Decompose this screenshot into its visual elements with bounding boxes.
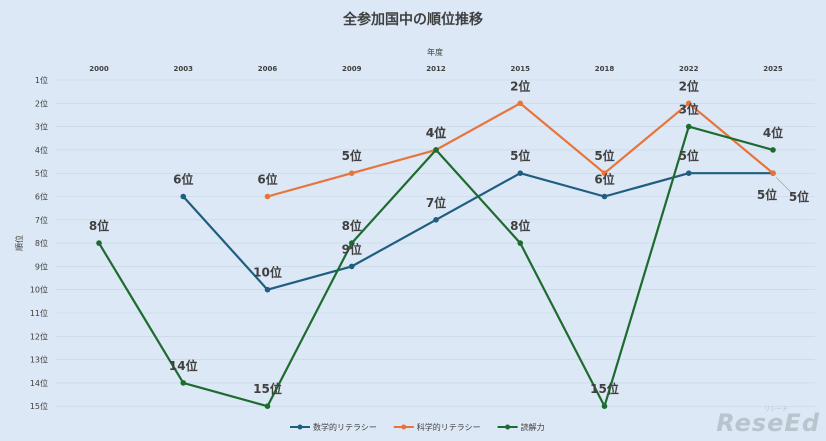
data-point <box>180 380 187 386</box>
data-label: 8位 <box>510 218 530 233</box>
data-point <box>517 240 524 246</box>
legend-marker <box>505 424 511 430</box>
data-point <box>348 170 355 176</box>
logo-subtext: リシード <box>763 406 788 413</box>
data-label: 9位 <box>342 241 362 256</box>
x-tick-label: 2000 <box>89 65 109 73</box>
legend-label: 読解力 <box>521 422 545 432</box>
y-tick-label: 4位 <box>35 145 48 155</box>
data-label: 15位 <box>253 381 282 396</box>
y-tick-label: 13位 <box>30 355 48 365</box>
data-label: 4位 <box>426 125 446 140</box>
y-tick-label: 10位 <box>30 285 48 295</box>
y-tick-label: 6位 <box>35 192 48 202</box>
data-point <box>180 193 187 200</box>
x-tick-label: 2015 <box>511 65 531 73</box>
data-label: 4位 <box>763 125 783 140</box>
data-label: 6位 <box>594 172 614 187</box>
data-point <box>770 170 776 176</box>
data-point <box>348 240 355 246</box>
x-axis-title: 年度 <box>427 47 443 57</box>
data-label: 8位 <box>342 218 362 233</box>
data-label: 6位 <box>173 172 193 187</box>
y-tick-label: 9位 <box>35 261 48 271</box>
data-point <box>601 193 608 200</box>
resed-logo: ReseEd <box>716 409 820 437</box>
label-leader-line <box>775 176 792 193</box>
y-tick-label: 3位 <box>35 122 48 132</box>
data-label: 5位 <box>757 187 777 202</box>
data-point <box>264 286 271 293</box>
y-tick-label: 2位 <box>35 98 48 108</box>
x-tick-label: 2025 <box>763 65 783 73</box>
data-point <box>770 147 776 153</box>
data-point <box>96 240 102 246</box>
data-point <box>601 403 608 410</box>
legend-label: 科学的リテラシー <box>417 422 481 432</box>
y-tick-label: 1位 <box>35 75 48 85</box>
y-tick-label: 5位 <box>35 168 48 178</box>
data-label: 5位 <box>789 189 809 204</box>
x-tick-label: 2012 <box>426 65 446 73</box>
data-label: 2位 <box>679 78 699 93</box>
data-label: 6位 <box>257 172 277 187</box>
legend-marker <box>297 424 303 430</box>
x-tick-label: 2022 <box>679 65 699 73</box>
data-point <box>685 123 692 130</box>
x-tick-label: 2006 <box>258 65 278 73</box>
data-label: 7位 <box>426 195 446 210</box>
y-tick-label: 14位 <box>30 378 48 388</box>
y-tick-label: 15位 <box>30 401 48 411</box>
data-point <box>685 170 692 176</box>
y-tick-label: 8位 <box>35 238 48 248</box>
data-point <box>517 100 524 107</box>
data-point <box>264 193 271 200</box>
x-tick-label: 2009 <box>342 65 362 73</box>
data-point <box>433 217 439 223</box>
data-label: 3位 <box>679 102 699 117</box>
data-label: 14位 <box>169 358 198 373</box>
y-tick-label: 11位 <box>30 308 48 318</box>
data-point <box>517 170 524 176</box>
data-label: 5位 <box>594 148 614 163</box>
x-tick-label: 2003 <box>174 65 194 73</box>
data-label: 15位 <box>590 381 619 396</box>
legend-marker <box>401 424 407 430</box>
chart-title: 全参加国中の順位推移 <box>343 12 483 28</box>
data-label: 5位 <box>510 148 530 163</box>
data-point <box>601 170 608 176</box>
legend-label: 数学的リテラシー <box>313 422 377 432</box>
data-label: 2位 <box>510 78 530 93</box>
data-label: 4位 <box>426 125 446 140</box>
y-tick-label: 12位 <box>30 331 48 341</box>
y-axis-title: 順位 <box>14 235 24 251</box>
data-point <box>348 263 355 270</box>
data-point <box>264 403 271 410</box>
x-tick-label: 2018 <box>595 65 615 73</box>
data-point <box>433 147 439 153</box>
y-tick-label: 7位 <box>35 215 48 225</box>
data-label: 10位 <box>253 265 282 280</box>
data-label: 5位 <box>679 148 699 163</box>
data-label: 8位 <box>89 218 109 233</box>
data-label: 5位 <box>342 148 362 163</box>
data-point <box>685 100 692 107</box>
